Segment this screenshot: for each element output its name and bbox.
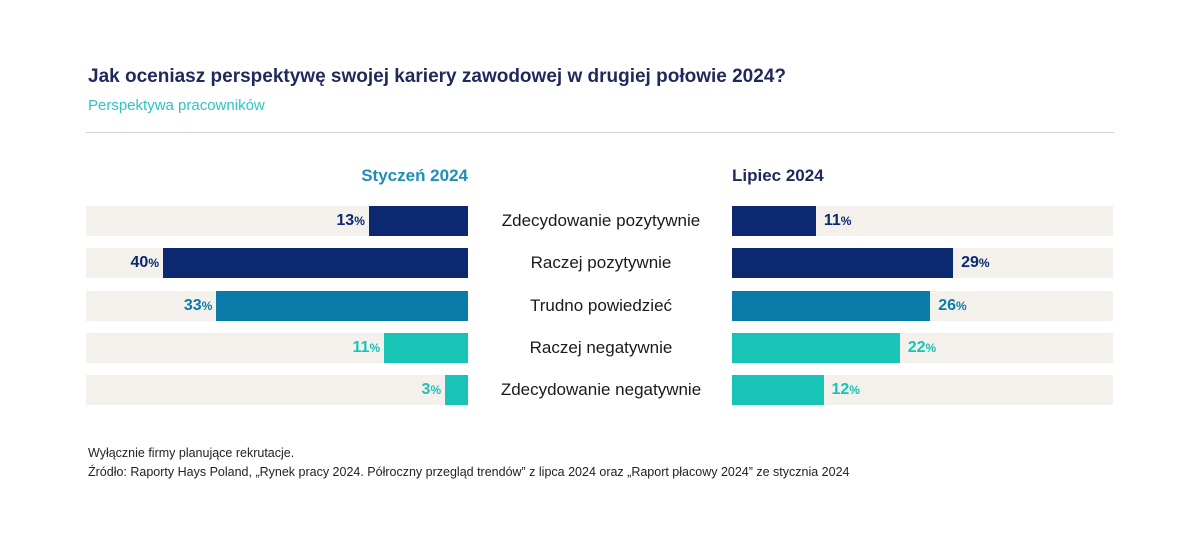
data-label-left: 11% [353, 333, 381, 363]
data-label-suffix: % [201, 298, 213, 313]
data-label-right: 12% [832, 375, 860, 405]
panel-title-right: Lipiec 2024 [732, 166, 824, 185]
footnote-source: Źródło: Raporty Hays Poland, „Rynek prac… [88, 465, 850, 479]
category-label: Trudno powiedzieć [529, 295, 673, 315]
data-label-number: 11 [823, 212, 841, 229]
data-label-number: 13 [336, 212, 355, 229]
header-divider [86, 132, 1114, 133]
bar-right [732, 248, 954, 279]
bar-right [732, 375, 824, 405]
data-label-number: 33 [183, 296, 202, 314]
data-label-number: 11 [352, 338, 370, 356]
data-label-number: 12 [831, 381, 850, 398]
data-label-number: 3 [421, 381, 431, 398]
data-label-number: 29 [961, 254, 979, 272]
data-label-suffix: % [148, 256, 159, 271]
data-label-suffix: % [430, 383, 442, 397]
data-label-suffix: % [849, 383, 860, 397]
bar-left [216, 290, 468, 321]
data-label-right: 11% [824, 206, 852, 236]
data-label-left: 33% [184, 291, 212, 321]
category-label: Zdecydowanie pozytywnie [501, 211, 701, 230]
data-label-suffix: % [956, 298, 967, 313]
bar-right [732, 332, 900, 363]
footnote: Wyłącznie firmy planujące rekrutacje. Źr… [88, 444, 850, 482]
data-label-suffix: % [369, 340, 381, 355]
data-label-number: 26 [938, 296, 957, 314]
data-label-left: 3% [422, 375, 442, 405]
bar-left [384, 332, 468, 363]
bar-left [163, 248, 468, 279]
footnote-note: Wyłącznie firmy planujące rekrutacje. [88, 446, 295, 460]
data-label-suffix: % [925, 340, 937, 355]
data-label-number: 40 [130, 254, 149, 272]
data-label-left: 40% [131, 248, 159, 278]
data-label-left: 13% [336, 206, 364, 236]
data-label-suffix: % [978, 256, 990, 271]
bar-left [368, 206, 468, 236]
data-label-suffix: % [354, 214, 365, 228]
bar-right [732, 290, 931, 321]
data-label-right: 26% [938, 291, 966, 321]
category-label: Raczej pozytywnie [530, 253, 672, 273]
page-subtitle: Perspektywa pracowników [88, 97, 265, 114]
data-label-number: 22 [907, 338, 926, 356]
data-label-right: 29% [961, 248, 989, 278]
data-label-right: 22% [908, 333, 936, 363]
page-title: Jak oceniasz perspektywę swojej kariery … [88, 66, 786, 87]
bar-left [445, 375, 468, 405]
panel-title-left: Styczeń 2024 [361, 166, 468, 185]
bar-right [732, 206, 816, 236]
category-label: Raczej negatywnie [529, 337, 673, 357]
category-label: Zdecydowanie negatywnie [500, 380, 702, 399]
data-label-suffix: % [840, 214, 852, 228]
bar-track-left [86, 375, 468, 405]
